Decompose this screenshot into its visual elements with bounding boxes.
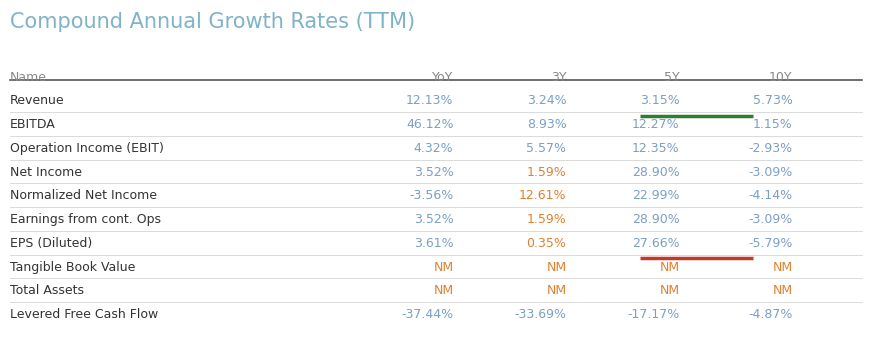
Text: NM: NM — [433, 284, 453, 297]
Text: 28.90%: 28.90% — [631, 213, 679, 226]
Text: Earnings from cont. Ops: Earnings from cont. Ops — [10, 213, 161, 226]
Text: 27.66%: 27.66% — [631, 237, 679, 250]
Text: 4.32%: 4.32% — [413, 142, 453, 155]
Text: Operation Income (EBIT): Operation Income (EBIT) — [10, 142, 164, 155]
Text: 46.12%: 46.12% — [405, 118, 453, 131]
Text: 0.35%: 0.35% — [527, 237, 567, 250]
Text: -33.69%: -33.69% — [514, 308, 567, 321]
Text: -17.17%: -17.17% — [627, 308, 679, 321]
Text: 22.99%: 22.99% — [632, 189, 679, 202]
Text: -3.09%: -3.09% — [748, 213, 793, 226]
Text: 5.73%: 5.73% — [753, 94, 793, 107]
Text: Revenue: Revenue — [10, 94, 65, 107]
Text: NM: NM — [659, 284, 679, 297]
Text: 10Y: 10Y — [769, 71, 793, 84]
Text: 1.15%: 1.15% — [753, 118, 793, 131]
Text: 12.61%: 12.61% — [519, 189, 567, 202]
Text: 3.61%: 3.61% — [413, 237, 453, 250]
Text: 3.24%: 3.24% — [527, 94, 567, 107]
Text: 12.13%: 12.13% — [405, 94, 453, 107]
Text: 8.93%: 8.93% — [527, 118, 567, 131]
Text: 12.27%: 12.27% — [631, 118, 679, 131]
Text: 3.15%: 3.15% — [640, 94, 679, 107]
Text: NM: NM — [659, 260, 679, 274]
Text: -3.09%: -3.09% — [748, 166, 793, 179]
Text: 28.90%: 28.90% — [631, 166, 679, 179]
Text: Name: Name — [10, 71, 47, 84]
Text: 1.59%: 1.59% — [527, 166, 567, 179]
Text: 3.52%: 3.52% — [413, 213, 453, 226]
Text: 3.52%: 3.52% — [413, 166, 453, 179]
Text: NM: NM — [773, 260, 793, 274]
Text: Net Income: Net Income — [10, 166, 82, 179]
Text: Tangible Book Value: Tangible Book Value — [10, 260, 135, 274]
Text: -3.56%: -3.56% — [409, 189, 453, 202]
Text: Total Assets: Total Assets — [10, 284, 84, 297]
Text: Levered Free Cash Flow: Levered Free Cash Flow — [10, 308, 159, 321]
Text: NM: NM — [546, 260, 567, 274]
Text: 1.59%: 1.59% — [527, 213, 567, 226]
Text: 3Y: 3Y — [551, 71, 567, 84]
Text: -5.79%: -5.79% — [748, 237, 793, 250]
Text: Normalized Net Income: Normalized Net Income — [10, 189, 157, 202]
Text: Compound Annual Growth Rates (TTM): Compound Annual Growth Rates (TTM) — [10, 12, 415, 32]
Text: 5.57%: 5.57% — [527, 142, 567, 155]
Text: NM: NM — [546, 284, 567, 297]
Text: -4.14%: -4.14% — [748, 189, 793, 202]
Text: NM: NM — [773, 284, 793, 297]
Text: EBITDA: EBITDA — [10, 118, 56, 131]
Text: 12.35%: 12.35% — [631, 142, 679, 155]
Text: -4.87%: -4.87% — [748, 308, 793, 321]
Text: EPS (Diluted): EPS (Diluted) — [10, 237, 92, 250]
Text: -2.93%: -2.93% — [748, 142, 793, 155]
Text: NM: NM — [433, 260, 453, 274]
Text: YoY: YoY — [433, 71, 453, 84]
Text: -37.44%: -37.44% — [401, 308, 453, 321]
Text: 5Y: 5Y — [664, 71, 679, 84]
